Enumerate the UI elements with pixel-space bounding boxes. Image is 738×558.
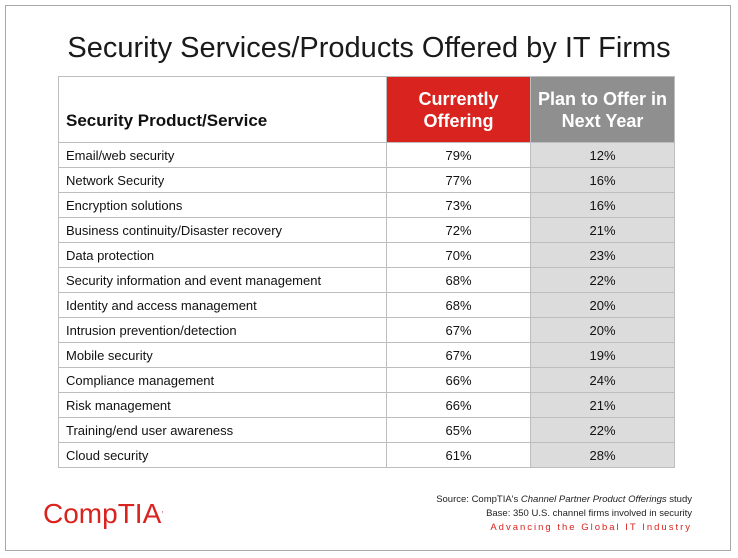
- row-label: Training/end user awareness: [58, 417, 387, 443]
- row-label: Compliance management: [58, 367, 387, 393]
- plan-next-year-value: 24%: [530, 367, 675, 393]
- plan-next-year-value: 20%: [530, 292, 675, 318]
- row-label: Identity and access management: [58, 292, 387, 318]
- currently-offering-value: 67%: [386, 317, 531, 343]
- row-label: Email/web security: [58, 142, 387, 168]
- table-row: Security information and event managemen…: [58, 267, 675, 293]
- currently-offering-value: 77%: [386, 167, 531, 193]
- table-row: Risk management 66% 21%: [58, 392, 675, 418]
- table-header-row: Security Product/Service Currently Offer…: [58, 76, 675, 143]
- row-label: Cloud security: [58, 442, 387, 468]
- plan-next-year-value: 16%: [530, 167, 675, 193]
- plan-next-year-value: 20%: [530, 317, 675, 343]
- row-label: Network Security: [58, 167, 387, 193]
- plan-next-year-value: 21%: [530, 392, 675, 418]
- column-header-current-line1: Currently: [418, 88, 499, 109]
- tagline: Advancing the Global IT Industry: [490, 522, 692, 533]
- row-label: Risk management: [58, 392, 387, 418]
- column-header-plan-line2: Next Year: [561, 110, 644, 131]
- plan-next-year-value: 21%: [530, 217, 675, 243]
- currently-offering-value: 72%: [386, 217, 531, 243]
- plan-next-year-value: 19%: [530, 342, 675, 368]
- column-header-service: Security Product/Service: [58, 76, 387, 143]
- row-label: Security information and event managemen…: [58, 267, 387, 293]
- column-header-plan-line1: Plan to Offer in: [537, 88, 667, 109]
- source-suffix: study: [666, 494, 692, 505]
- row-label: Intrusion prevention/detection: [58, 317, 387, 343]
- column-header-plan-next-year: Plan to Offer in Next Year: [530, 76, 675, 143]
- logo-text: CompTIA: [43, 498, 162, 529]
- plan-next-year-value: 22%: [530, 267, 675, 293]
- column-header-current-line2: Offering: [423, 110, 494, 131]
- plan-next-year-value: 28%: [530, 442, 675, 468]
- row-label: Data protection: [58, 242, 387, 268]
- table-row: Business continuity/Disaster recovery 72%…: [58, 217, 675, 243]
- currently-offering-value: 79%: [386, 142, 531, 168]
- plan-next-year-value: 12%: [530, 142, 675, 168]
- table-row: Training/end user awareness 65% 22%: [58, 417, 675, 443]
- table-row: Encryption solutions 73% 16%: [58, 192, 675, 218]
- row-label: Business continuity/Disaster recovery: [58, 217, 387, 243]
- plan-next-year-value: 22%: [530, 417, 675, 443]
- currently-offering-value: 70%: [386, 242, 531, 268]
- table-row: Identity and access management 68% 20%: [58, 292, 675, 318]
- column-header-currently-offering: Currently Offering: [386, 76, 531, 143]
- table-body: Email/web security 79% 12% Network Security…: [58, 142, 675, 468]
- table-row: Cloud security 61% 28%: [58, 442, 675, 468]
- slide-frame: Security Services/Products Offered by IT…: [5, 5, 731, 551]
- currently-offering-value: 61%: [386, 442, 531, 468]
- source-note: Source: CompTIA's Channel Partner Produc…: [436, 493, 692, 535]
- currently-offering-value: 66%: [386, 392, 531, 418]
- comptia-logo: CompTIA.: [43, 498, 164, 530]
- table-row: Email/web security 79% 12%: [58, 142, 675, 168]
- currently-offering-value: 66%: [386, 367, 531, 393]
- currently-offering-value: 73%: [386, 192, 531, 218]
- offerings-table: Security Product/Service Currently Offer…: [58, 76, 675, 468]
- table-row: Compliance management 66% 24%: [58, 367, 675, 393]
- source-line: Source: CompTIA's Channel Partner Produc…: [436, 493, 692, 507]
- source-prefix: Source: CompTIA's: [436, 494, 521, 505]
- plan-next-year-value: 16%: [530, 192, 675, 218]
- page-title: Security Services/Products Offered by IT…: [67, 32, 671, 64]
- row-label: Encryption solutions: [58, 192, 387, 218]
- currently-offering-value: 68%: [386, 267, 531, 293]
- table-row: Data protection 70% 23%: [58, 242, 675, 268]
- currently-offering-value: 65%: [386, 417, 531, 443]
- table-row: Network Security 77% 16%: [58, 167, 675, 193]
- table-row: Mobile security 67% 19%: [58, 342, 675, 368]
- plan-next-year-value: 23%: [530, 242, 675, 268]
- logo-mark: .: [161, 504, 165, 516]
- source-study-name: Channel Partner Product Offerings: [520, 494, 667, 505]
- base-line: Base: 350 U.S. channel firms involved in…: [486, 508, 692, 519]
- currently-offering-value: 68%: [386, 292, 531, 318]
- table-row: Intrusion prevention/detection 67% 20%: [58, 317, 675, 343]
- row-label: Mobile security: [58, 342, 387, 368]
- currently-offering-value: 67%: [386, 342, 531, 368]
